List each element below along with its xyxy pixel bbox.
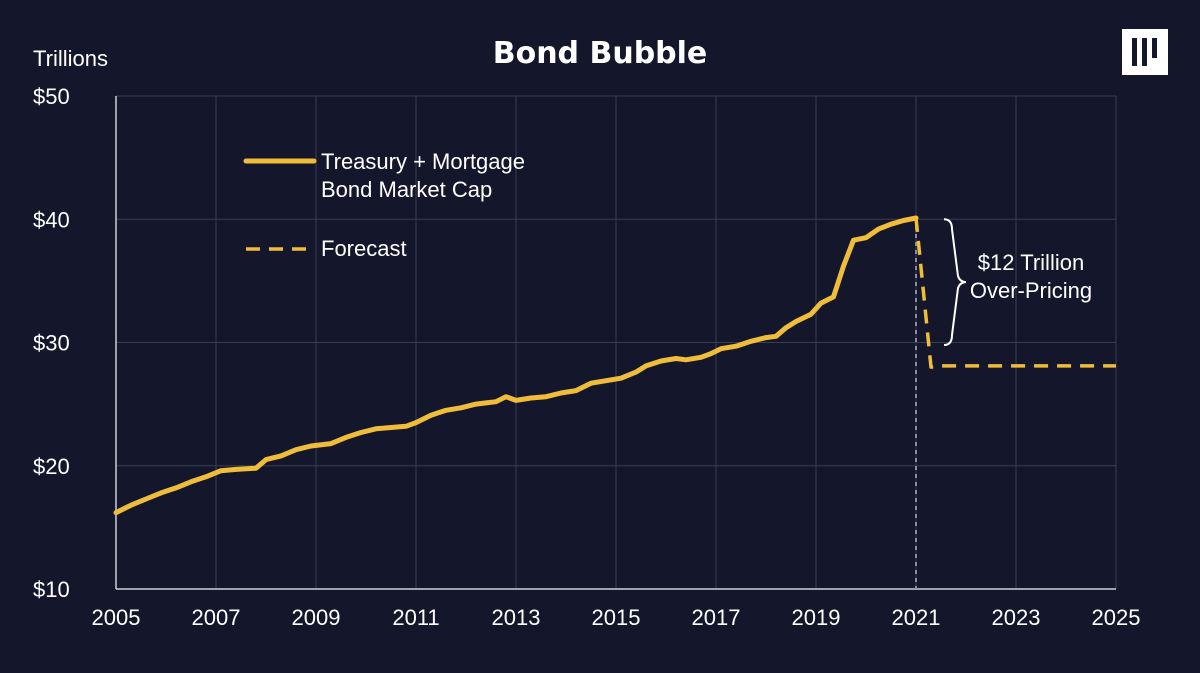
x-tick-label: 2021 [892, 605, 941, 630]
y-tick-label: $20 [33, 454, 70, 479]
x-tick-label: 2025 [1092, 605, 1141, 630]
axes [115, 96, 1116, 590]
x-tick-label: 2009 [292, 605, 341, 630]
y-tick-label: $10 [33, 577, 70, 602]
overpricing-annotation-text: Over-Pricing [970, 278, 1092, 303]
x-tick-label: 2017 [692, 605, 741, 630]
grid-lines [115, 95, 1117, 589]
y-tick-label: $50 [33, 84, 70, 109]
x-tick-label: 2013 [492, 605, 541, 630]
bond-market-cap-line [113, 215, 919, 516]
chart-title: Bond Bubble [493, 36, 708, 71]
y-tick-label: $30 [33, 331, 70, 356]
legend-label-market-cap: Treasury + Mortgage [321, 149, 525, 174]
legend-label-forecast: Forecast [321, 236, 407, 261]
x-tick-label: 2019 [792, 605, 841, 630]
series-lines [113, 215, 1116, 516]
x-tick-label: 2005 [92, 605, 141, 630]
x-tick-label: 2011 [392, 605, 439, 630]
forecast-line [914, 217, 1116, 369]
legend: Treasury + Mortgage Bond Market Cap Foreca… [243, 149, 525, 261]
y-axis-unit-label: Trillions [33, 46, 108, 71]
overpricing-annotation-text: $12 Trillion [978, 250, 1084, 275]
x-tick-labels: 2005 2007 2009 2011 2013 2015 2017 2019 2021 2023… [92, 605, 1141, 630]
y-tick-labels: $10 $20 $30 $40 $50 [33, 84, 70, 602]
x-tick-label: 2023 [992, 605, 1041, 630]
x-tick-label: 2007 [192, 605, 241, 630]
annotations: $12 Trillion Over-Pricing [915, 218, 1092, 589]
y-tick-label: $40 [33, 207, 70, 232]
x-tick-label: 2015 [592, 605, 641, 630]
pillar-bars-logo-icon [1122, 29, 1168, 75]
overpricing-brace [943, 218, 967, 346]
legend-label-market-cap: Bond Market Cap [321, 177, 492, 202]
